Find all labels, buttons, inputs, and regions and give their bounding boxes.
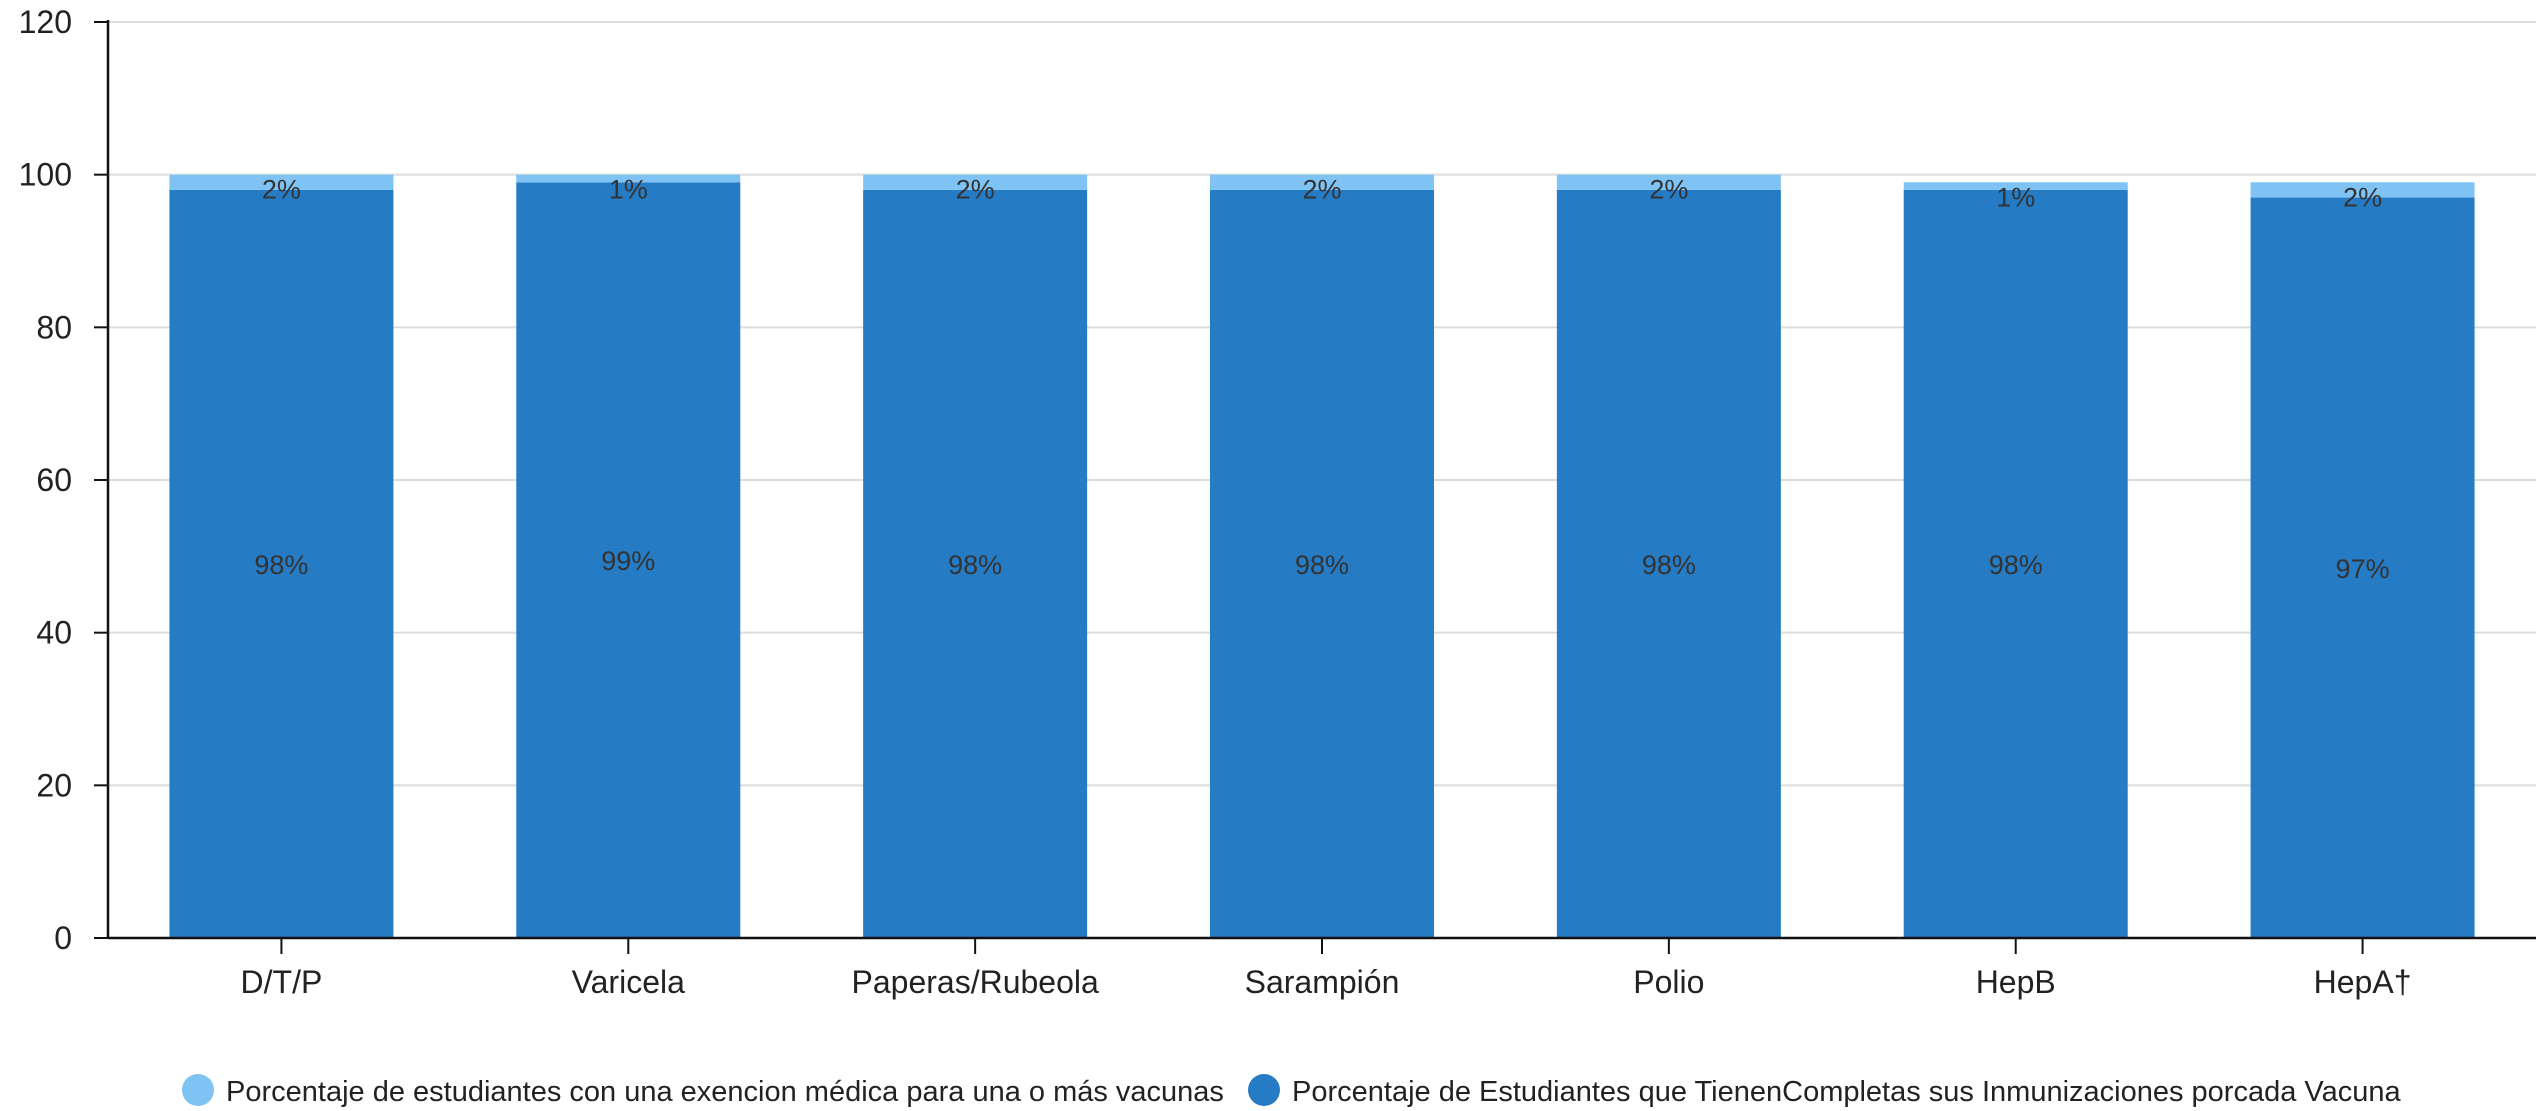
legend-marker xyxy=(182,1074,214,1106)
bar-exemption xyxy=(516,174,741,183)
bar-exemption xyxy=(169,174,394,190)
bar-exemption xyxy=(1556,174,1781,190)
bar-immunized xyxy=(1903,189,2128,938)
data-label-immunized: 98% xyxy=(1295,550,1349,580)
data-label-immunized: 98% xyxy=(1642,550,1696,580)
data-label-exemption: 2% xyxy=(262,175,301,205)
data-label-immunized: 98% xyxy=(948,550,1002,580)
data-label-immunized: 98% xyxy=(1989,550,2043,580)
bar-immunized xyxy=(516,182,741,939)
data-label-exemption: 2% xyxy=(1649,175,1688,205)
data-label-exemption: 1% xyxy=(1996,182,2035,212)
bar-immunized xyxy=(1556,189,1781,938)
bars xyxy=(169,174,2475,939)
legend-label: Porcentaje de Estudiantes que TienenComp… xyxy=(1292,1076,2401,1108)
data-labels: 98% 2% 99% 1% 98% 2% 98% 2% 98% 2% 98% 1% 97% 2% xyxy=(254,175,2389,584)
bar-immunized xyxy=(169,189,394,938)
data-label-exemption: 1% xyxy=(609,175,648,205)
y-tick-label: 100 xyxy=(19,157,72,193)
x-axis-ticks: D/T/P Varicela Paperas/Rubeola Sarampión Pol… xyxy=(241,938,2412,1000)
data-label-exemption: 2% xyxy=(956,175,995,205)
bar-immunized xyxy=(863,189,1088,938)
bar-exemption xyxy=(1210,174,1434,190)
x-tick-label: Polio xyxy=(1633,964,1704,1000)
data-label-immunized: 98% xyxy=(254,550,308,580)
bar-exemption xyxy=(1903,182,2128,190)
x-tick-label: Sarampión xyxy=(1245,964,1400,1000)
data-label-immunized: 97% xyxy=(2336,554,2390,584)
y-tick-label: 20 xyxy=(36,767,72,803)
bar-exemption xyxy=(2250,182,2475,198)
bar-immunized xyxy=(1210,189,1434,938)
x-tick-label: Paperas/Rubeola xyxy=(852,964,1099,1000)
x-tick-label: HepB xyxy=(1976,964,2056,1000)
y-tick-label: 120 xyxy=(19,4,72,40)
y-axis-ticks: 0 20 40 60 80 100 120 xyxy=(19,4,108,956)
x-tick-label: D/T/P xyxy=(241,964,323,1000)
legend-marker xyxy=(1248,1074,1280,1106)
y-tick-label: 0 xyxy=(54,920,72,956)
x-tick-label: HepA† xyxy=(2314,964,2412,1000)
legend: Porcentaje de estudiantes con una exenci… xyxy=(182,1074,2401,1108)
bar-exemption xyxy=(863,174,1088,190)
x-tick-label: Varicela xyxy=(572,964,685,1000)
data-label-exemption: 2% xyxy=(2343,182,2382,212)
data-label-immunized: 99% xyxy=(601,546,655,576)
bar-immunized xyxy=(2250,197,2475,939)
y-tick-label: 80 xyxy=(36,309,72,345)
legend-label: Porcentaje de estudiantes con una exenci… xyxy=(226,1076,1224,1108)
y-tick-label: 60 xyxy=(36,462,72,498)
y-tick-label: 40 xyxy=(36,615,72,651)
data-label-exemption: 2% xyxy=(1302,175,1341,205)
